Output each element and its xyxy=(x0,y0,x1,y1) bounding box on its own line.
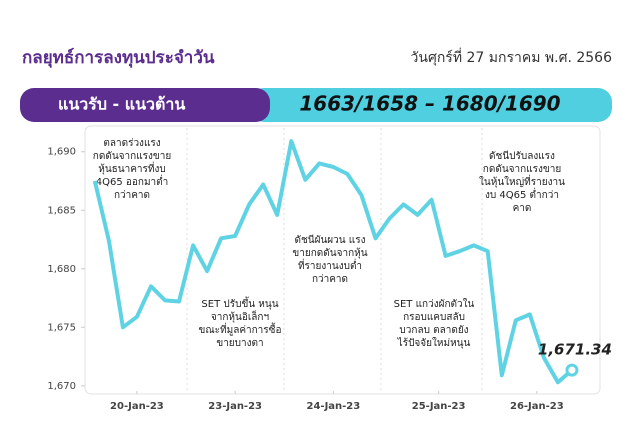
annotation: ขายกดดันจากหุ้น xyxy=(292,247,367,259)
y-tick-label: 1,670 xyxy=(47,381,76,392)
annotation: ตลาดร่วงแรง xyxy=(103,138,160,149)
annotation: จากหุ้นอิเล็กฯ xyxy=(211,309,269,323)
annotation: คาด xyxy=(513,203,532,214)
price-line xyxy=(92,139,574,385)
annotation: ดัชนีผันผวน แรง xyxy=(294,234,365,246)
x-tick-label: 25-Jan-23 xyxy=(412,401,466,412)
day-separators xyxy=(186,128,483,392)
annotation: กรอบแคบสลับ xyxy=(403,312,465,323)
annotation: ในหุ้นใหญ่ที่รายงาน xyxy=(479,174,565,188)
annotation: กว่าคาด xyxy=(312,274,348,285)
banner-label: แนวรับ - แนวต้าน xyxy=(58,95,185,114)
end-marker xyxy=(565,363,579,377)
annotation: บวกลบ ตลาดยัง xyxy=(399,325,468,336)
value-label: 1,671.34 xyxy=(538,341,612,359)
annotation: งบ 4Q65 ต่ำกว่า xyxy=(485,187,559,201)
annotation: ขายบางตา xyxy=(216,338,263,349)
y-tick-label: 1,685 xyxy=(47,205,76,216)
annotation: กดดันจากแรงขาย xyxy=(483,164,561,175)
x-tick-label: 20-Jan-23 xyxy=(110,401,164,412)
y-tick-label: 1,675 xyxy=(47,322,76,333)
annotation: กดดันจากแรงขาย xyxy=(93,151,171,162)
banner-right xyxy=(250,88,612,122)
x-tick-label: 23-Jan-23 xyxy=(208,401,262,412)
title: กลยุทธ์การลงทุนประจำวัน xyxy=(22,47,215,68)
annotation: ที่รายงานงบต่ำ xyxy=(298,258,362,272)
annotation: หุ้นธนาคารที่งบ xyxy=(98,161,165,175)
plot-frame xyxy=(84,125,601,395)
annotation: SET แกว่งผักตัวใน xyxy=(394,298,475,310)
date: วันศุกร์ที่ 27 มกราคม พ.ศ. 2566 xyxy=(411,48,613,66)
annotation: ดัชนีปรับลงแรง xyxy=(489,150,555,162)
annotation: ไร้ปัจจัยใหม่หนุน xyxy=(397,337,471,349)
y-tick-label: 1,690 xyxy=(47,147,76,158)
x-tick-label: 26-Jan-23 xyxy=(510,401,564,412)
annotation: ขณะที่มูลค่าการซื้อ xyxy=(199,322,282,336)
y-tick-label: 1,680 xyxy=(47,264,76,275)
banner-levels: 1663/1658 – 1680/1690 xyxy=(299,92,560,116)
x-tick-label: 24-Jan-23 xyxy=(307,401,361,412)
annotation: SET ปรับขึ้น หนุน xyxy=(201,296,278,310)
banner-left xyxy=(20,88,270,122)
annotation: กว่าคาด xyxy=(114,190,150,201)
annotation: 4Q65 ออกมาต่ำ xyxy=(96,174,169,188)
